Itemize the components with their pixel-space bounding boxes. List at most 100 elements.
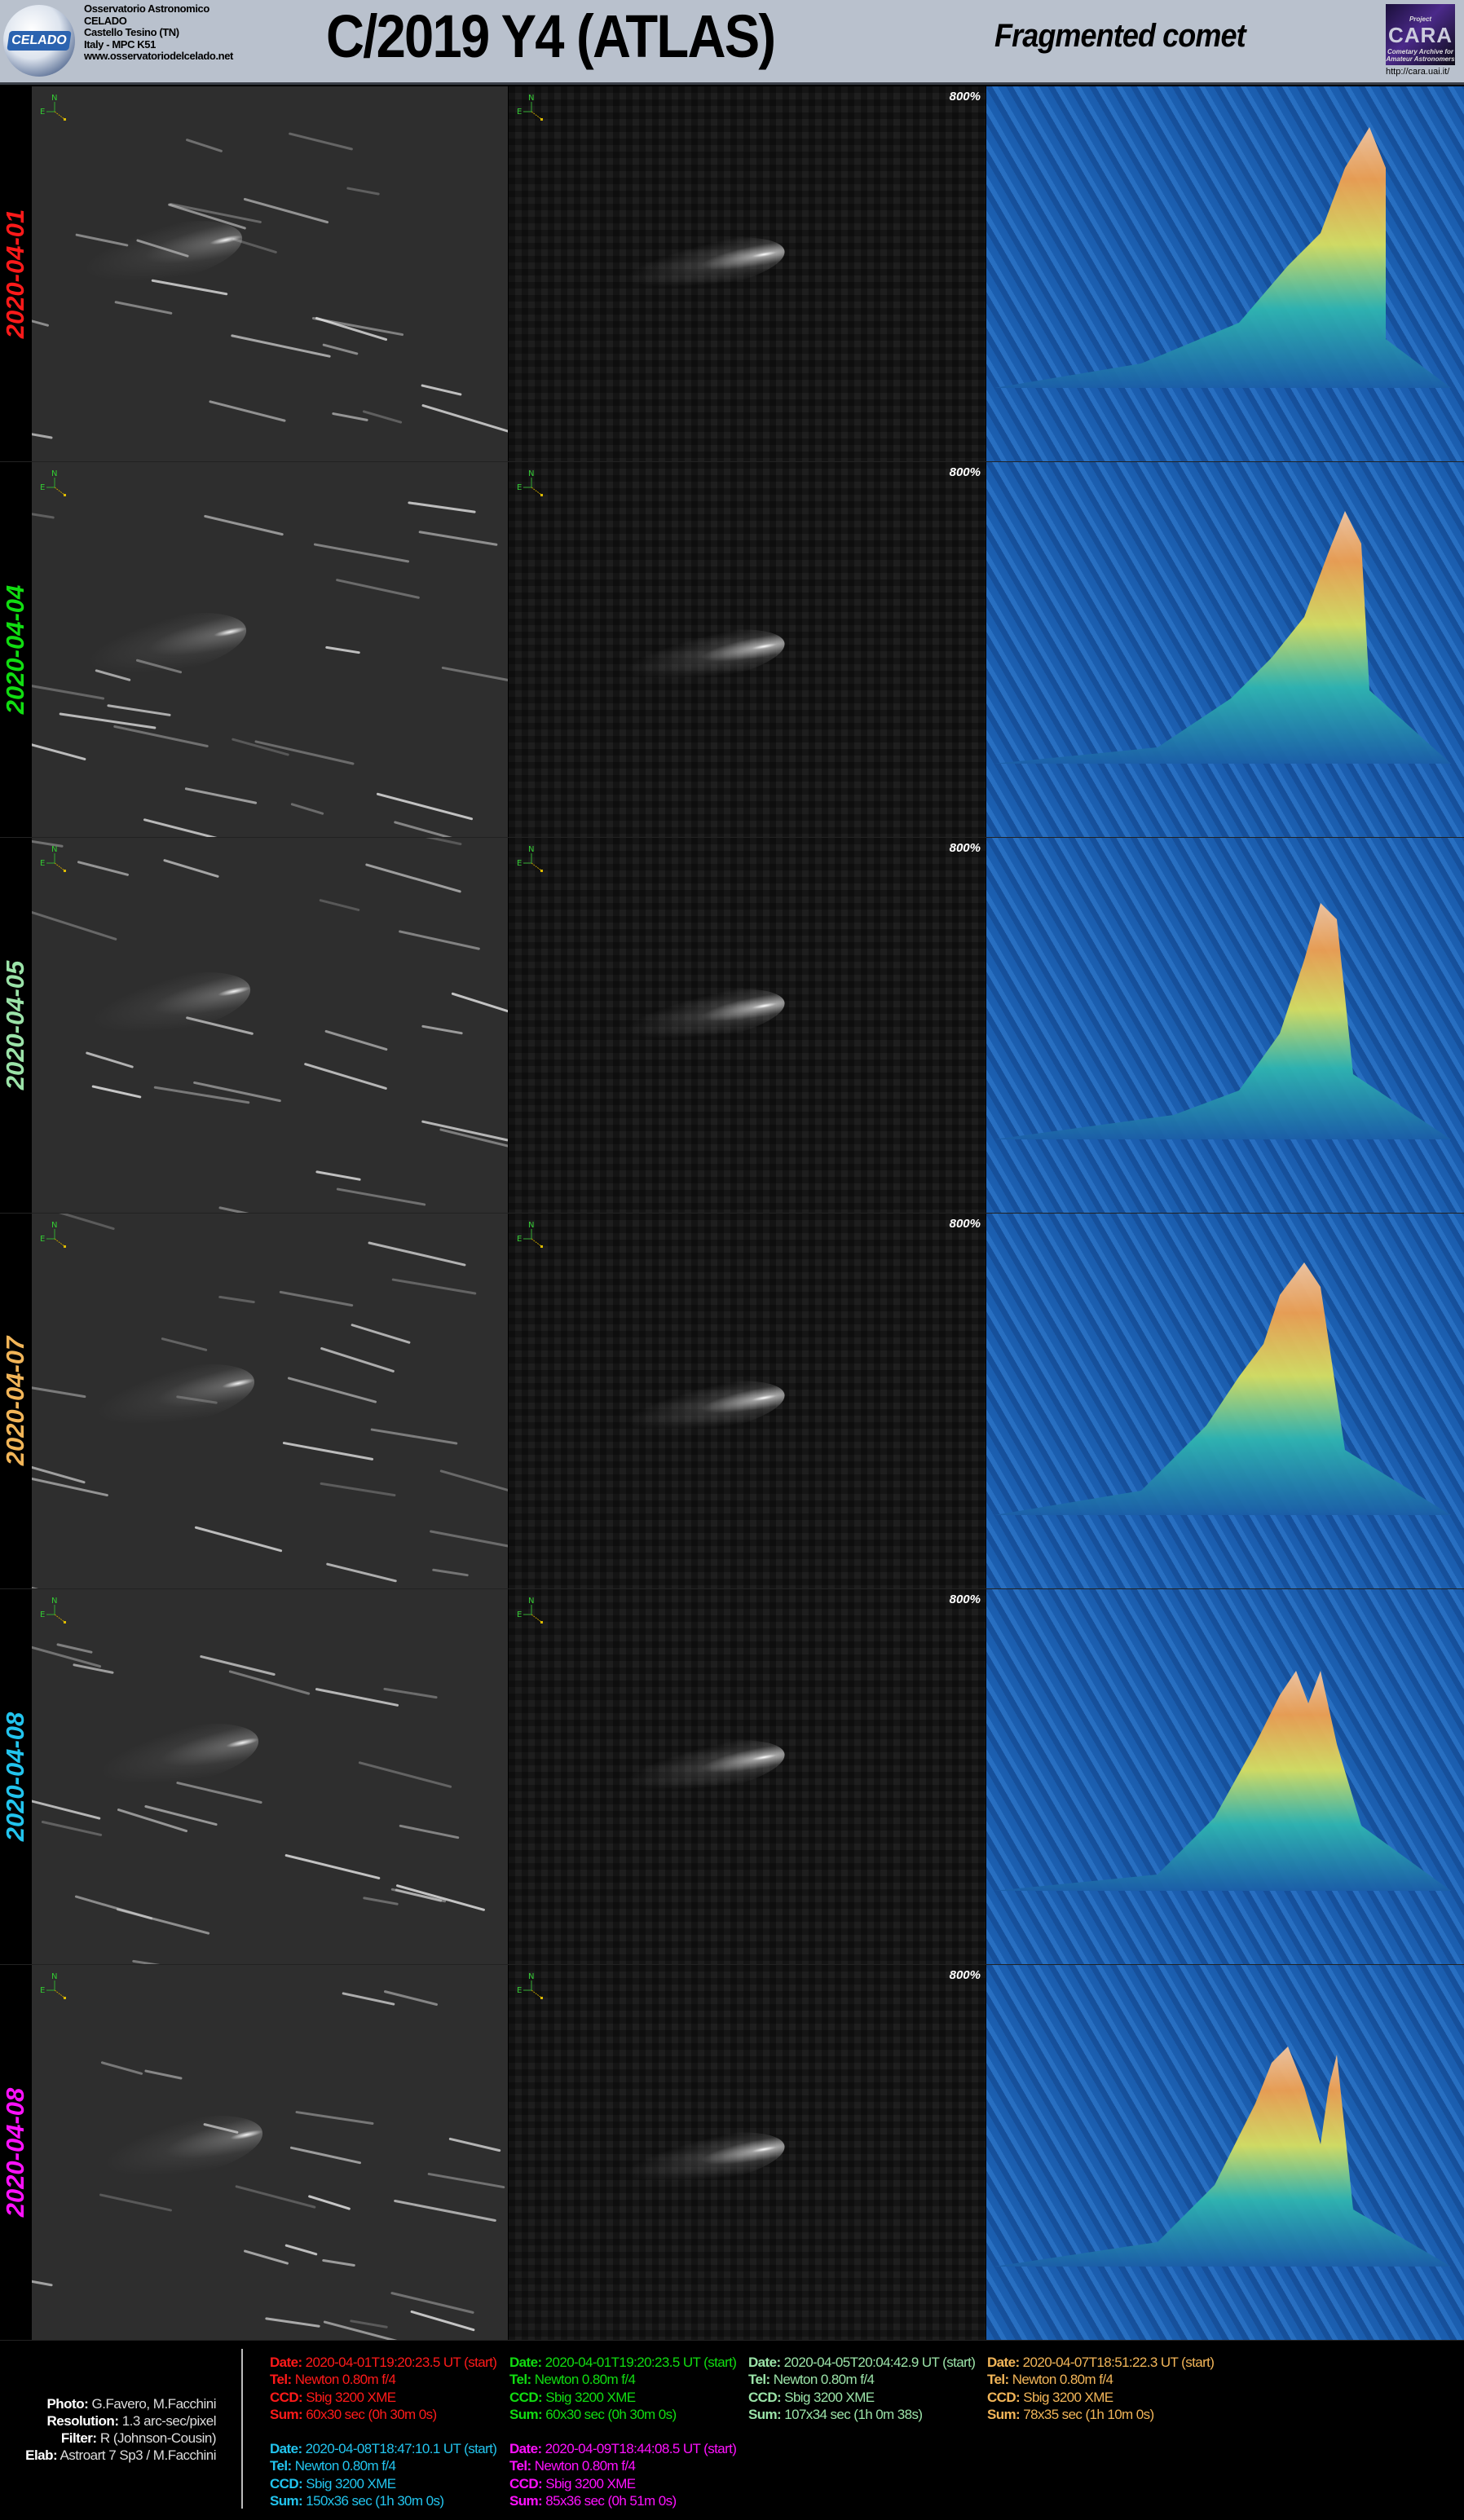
observation-details: Date: 2020-04-09T18:44:08.5 UT (start) Te… bbox=[509, 2440, 737, 2509]
star-trail bbox=[370, 1428, 457, 1445]
star-trail bbox=[56, 1643, 93, 1654]
star-trail bbox=[320, 1347, 395, 1373]
star-trail bbox=[284, 1853, 381, 1879]
star-trail bbox=[194, 1526, 283, 1553]
compass-icon: N E bbox=[517, 94, 543, 121]
star-trail bbox=[112, 725, 209, 748]
star-trail bbox=[418, 530, 498, 546]
raw-image-panel: N E bbox=[32, 1214, 508, 1588]
divider bbox=[241, 2349, 243, 2509]
compass-icon: N E bbox=[40, 469, 66, 496]
3d-intensity-plot bbox=[986, 838, 1464, 1213]
star-trail bbox=[359, 1761, 452, 1789]
observatory-line: Castello Tesino (TN) bbox=[84, 26, 179, 38]
observation-row: 2020-04-04 N E N E 800% bbox=[0, 462, 1464, 838]
star-trail bbox=[59, 712, 157, 730]
star-trail bbox=[161, 1337, 208, 1351]
obs-date: Date: 2020-04-05T20:04:42.9 UT (start) bbox=[748, 2355, 976, 2370]
3d-intensity-plot bbox=[986, 1965, 1464, 2340]
zoom-label: 800% bbox=[949, 841, 981, 855]
star-trail bbox=[91, 1085, 142, 1099]
star-trail bbox=[350, 2319, 388, 2328]
svg-text:E: E bbox=[517, 108, 522, 117]
star-trail bbox=[32, 738, 86, 760]
star-trail bbox=[439, 1469, 508, 1494]
observatory-line: Osservatorio Astronomico bbox=[84, 2, 209, 15]
obs-tel: Tel: Newton 0.80m f/4 bbox=[270, 2458, 396, 2474]
observation-details: Date: 2020-04-01T19:20:23.5 UT (start) Te… bbox=[509, 2354, 737, 2423]
observatory-line: Italy - MPC K51 bbox=[84, 37, 156, 51]
star-trail bbox=[442, 666, 508, 685]
star-trail bbox=[143, 818, 246, 837]
svg-text:N: N bbox=[528, 1221, 534, 1230]
obs-date: Date: 2020-04-08T18:47:10.1 UT (start) bbox=[270, 2441, 497, 2456]
svg-text:N: N bbox=[51, 1221, 57, 1230]
svg-text:N: N bbox=[528, 469, 534, 478]
cara-url[interactable]: http://cara.uai.it/ bbox=[1386, 67, 1450, 77]
star-trail bbox=[427, 2172, 505, 2188]
star-trail bbox=[319, 898, 359, 911]
compass-icon: N E bbox=[517, 1597, 543, 1623]
svg-text:N: N bbox=[528, 1972, 534, 1981]
star-trail bbox=[107, 704, 171, 717]
obs-date: Date: 2020-04-07T18:51:22.3 UT (start) bbox=[987, 2355, 1215, 2370]
comet-coma bbox=[84, 959, 257, 1051]
svg-text:N: N bbox=[51, 845, 57, 854]
star-trail bbox=[336, 1187, 426, 1207]
svg-text:N: N bbox=[51, 1972, 57, 1981]
comet-coma bbox=[88, 1351, 261, 1443]
obs-ccd: CCD: Sbig 3200 XME bbox=[987, 2389, 1113, 2405]
svg-text:E: E bbox=[40, 483, 45, 492]
svg-text:E: E bbox=[40, 1610, 45, 1619]
enhanced-image-panel: N E 800% bbox=[509, 86, 986, 461]
star-trail bbox=[32, 1794, 101, 1820]
enhanced-image-panel: N E 800% bbox=[509, 1965, 986, 2340]
compass-icon: N E bbox=[40, 845, 66, 872]
star-trail bbox=[100, 2061, 143, 2076]
obs-date: Date: 2020-04-01T19:20:23.5 UT (start) bbox=[270, 2355, 497, 2370]
star-trail bbox=[315, 1688, 399, 1707]
star-trail bbox=[394, 2200, 497, 2223]
zoom-label: 800% bbox=[949, 465, 981, 479]
compass-icon: N E bbox=[517, 1221, 543, 1248]
intensity-peak bbox=[994, 903, 1451, 1139]
intensity-peak bbox=[994, 511, 1451, 764]
star-trail bbox=[448, 2137, 500, 2152]
obs-ccd: CCD: Sbig 3200 XME bbox=[509, 2389, 636, 2405]
star-trail bbox=[74, 1895, 153, 1920]
celado-logo: CELADO bbox=[3, 5, 75, 77]
obs-sum: Sum: 107x34 sec (1h 0m 38s) bbox=[748, 2406, 923, 2422]
obs-tel: Tel: Newton 0.80m f/4 bbox=[270, 2372, 396, 2388]
star-trail bbox=[77, 860, 130, 876]
star-trail bbox=[335, 578, 420, 600]
star-trail bbox=[254, 740, 355, 765]
intensity-peak bbox=[994, 127, 1451, 388]
star-trail bbox=[117, 1808, 187, 1833]
observation-details: Date: 2020-04-08T18:47:10.1 UT (start) Te… bbox=[270, 2440, 497, 2509]
star-trail bbox=[313, 542, 410, 563]
star-trail bbox=[295, 2110, 374, 2126]
credit-photo: Photo: G.Favero, M.Facchini bbox=[46, 2396, 216, 2412]
star-trail bbox=[32, 1383, 86, 1399]
observatory-website[interactable]: www.osservatoriodelcelado.net bbox=[84, 50, 233, 62]
date-label: 2020-04-05 bbox=[0, 838, 32, 1213]
obs-tel: Tel: Newton 0.80m f/4 bbox=[509, 2372, 636, 2388]
enhanced-image-panel: N E 800% bbox=[509, 1214, 986, 1588]
star-trail bbox=[429, 1530, 508, 1552]
observation-details: Date: 2020-04-07T18:51:22.3 UT (start) Te… bbox=[987, 2354, 1215, 2423]
star-trail bbox=[264, 2317, 320, 2328]
obs-sum: Sum: 60x30 sec (0h 30m 0s) bbox=[270, 2406, 437, 2422]
intensity-peak bbox=[994, 2046, 1451, 2267]
star-trail bbox=[32, 1477, 109, 1497]
svg-text:N: N bbox=[51, 1597, 57, 1606]
star-trail bbox=[235, 2184, 317, 2209]
star-trail bbox=[244, 2249, 289, 2266]
star-trail bbox=[32, 426, 53, 439]
star-trail bbox=[282, 1441, 374, 1460]
credits: Photo: G.Favero, M.Facchini Resolution: … bbox=[25, 2395, 216, 2464]
star-trail bbox=[324, 1029, 389, 1051]
star-trail bbox=[144, 1804, 218, 1826]
star-trail bbox=[365, 863, 462, 893]
star-trail bbox=[326, 1562, 398, 1583]
star-trail bbox=[332, 412, 369, 421]
